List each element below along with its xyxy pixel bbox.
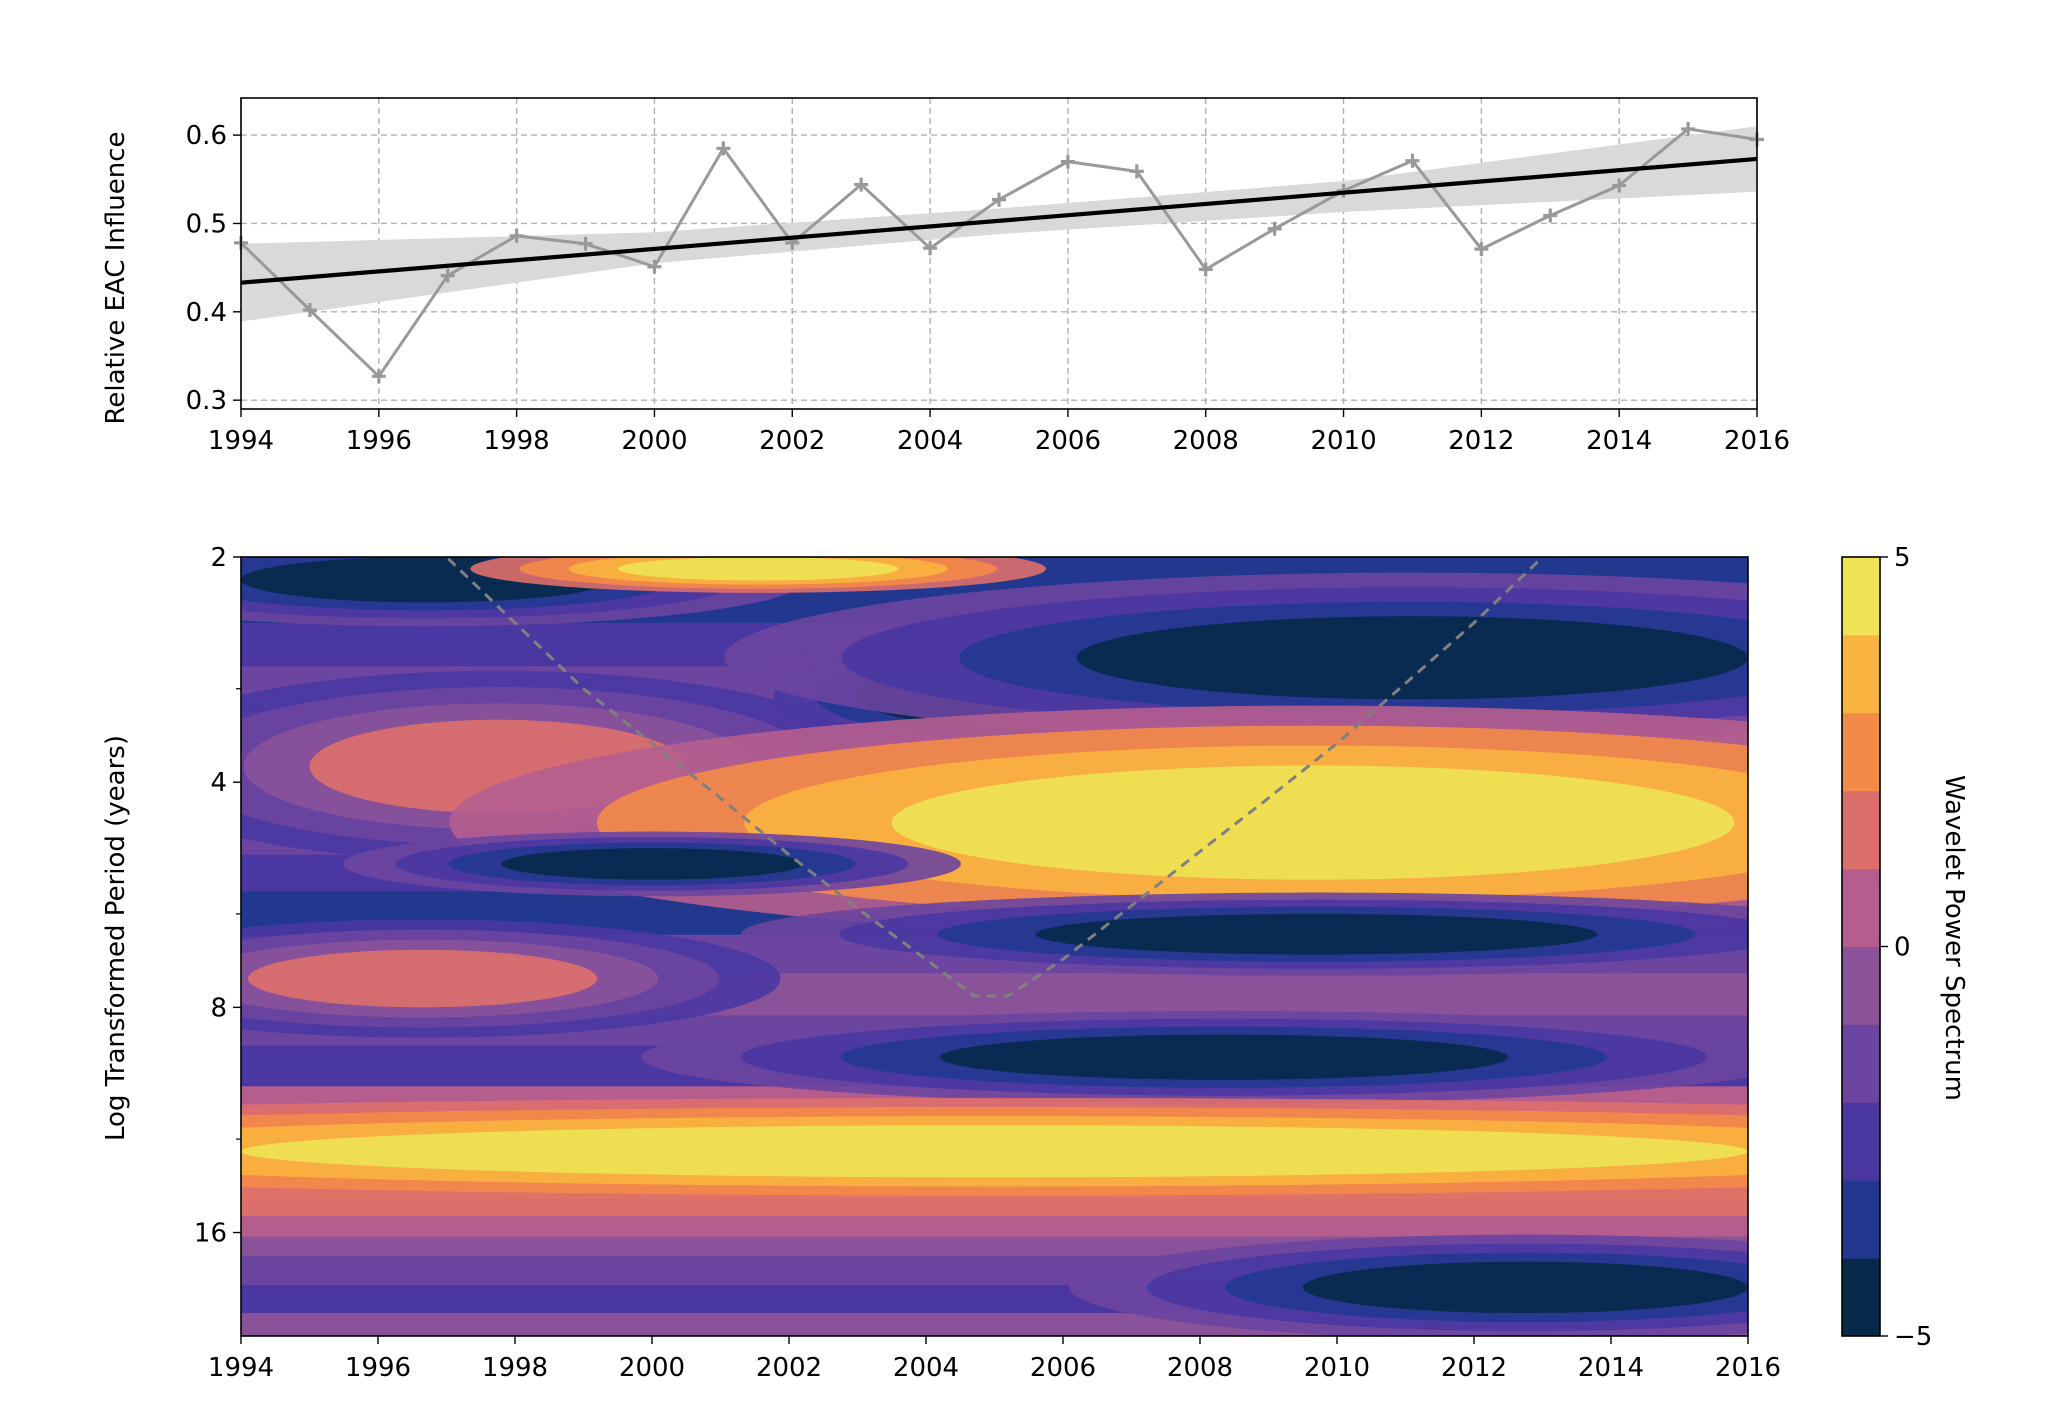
colorbar-ticks: 5 0 −5 [1880, 543, 1932, 1352]
wavelet-x-ticks: 1994 1996 1998 2000 2002 2004 2006 2008 2010 2012… [208, 1336, 1781, 1383]
wavelet-y-ticks: 2 4 8 16 [194, 543, 241, 1249]
colorbar-band [1842, 1102, 1880, 1181]
wavelet-frame [240, 556, 1749, 1337]
time-series-y-tick-label: 0.3 [186, 386, 227, 416]
observed-point [716, 141, 731, 156]
colorbar-band [1842, 868, 1880, 947]
observed-point [1129, 164, 1144, 179]
observed-point [509, 228, 524, 243]
wavelet-x-tick-label: 2008 [1167, 1353, 1233, 1383]
observed-point [1405, 153, 1420, 168]
colorbar-band [1842, 946, 1880, 1025]
trend-line-segment [240, 156, 1758, 285]
confidence-band [241, 126, 1757, 322]
observed-point [578, 236, 593, 251]
colorbar-band [1842, 712, 1880, 792]
observed-point [302, 303, 317, 318]
observed-point [440, 268, 455, 283]
confidence-band-area [241, 126, 1757, 322]
colorbar-band [1842, 634, 1880, 714]
time-series-panel: 1994 1996 1998 2000 2002 2004 2006 2008 2010 2012… [101, 97, 1790, 456]
colorbar-band [1842, 557, 1880, 636]
power-contour [501, 848, 803, 880]
time-series-x-tick-label: 2002 [759, 426, 825, 456]
time-series-y-tick-label: 0.5 [186, 209, 227, 239]
time-series-x-tick-label: 2006 [1035, 426, 1101, 456]
observed-point [923, 241, 938, 256]
power-contour [1076, 616, 1748, 700]
trend-line [240, 156, 1758, 285]
power-band [241, 1215, 1748, 1238]
time-series-y-tick-label: 0.6 [186, 121, 227, 151]
wavelet-x-tick-label: 2014 [1578, 1353, 1644, 1383]
wavelet-x-tick-label: 2006 [1030, 1353, 1096, 1383]
colorbar: 5 0 −5 Wavelet Power Spectrum [1841, 543, 1969, 1352]
wavelet-x-tick-label: 2002 [756, 1353, 822, 1383]
observed-point [1060, 154, 1075, 169]
wavelet-x-tick-label: 2010 [1304, 1353, 1370, 1383]
observed-point [1474, 242, 1489, 257]
cone-of-influence [444, 557, 1545, 998]
power-contour [1035, 913, 1598, 955]
time-series-x-tick-label: 1994 [208, 426, 274, 456]
colorbar-band [1842, 1180, 1880, 1259]
colorbar-bands [1842, 557, 1880, 1337]
wavelet-x-tick-label: 1994 [208, 1353, 274, 1383]
observed-point [647, 259, 662, 274]
power-contour [247, 949, 598, 1008]
observed-point [1612, 178, 1627, 193]
observed-point [1267, 221, 1282, 236]
wavelet-x-tick-label: 1998 [482, 1353, 548, 1383]
wavelet-power-field [241, 557, 1748, 1336]
power-contour [891, 765, 1735, 880]
time-series-x-tick-label: 1998 [484, 426, 550, 456]
colorbar-band [1842, 790, 1880, 870]
observed-point [371, 369, 386, 384]
wavelet-y-tick-label: 4 [210, 768, 227, 798]
colorbar-band [1842, 1258, 1880, 1337]
time-series-x-tick-label: 2012 [1448, 426, 1514, 456]
observed-point [1543, 208, 1558, 223]
time-series-frame [240, 97, 1758, 410]
time-series-x-tick-label: 2014 [1586, 426, 1652, 456]
wavelet-x-tick-label: 1996 [345, 1353, 411, 1383]
colorbar-band [1842, 1024, 1880, 1103]
time-series-x-tick-label: 2004 [897, 426, 963, 456]
power-contour [617, 557, 899, 581]
colorbar-tick-label: −5 [1894, 1322, 1932, 1352]
observed-point [1681, 121, 1696, 136]
time-series-x-ticks: 1994 1996 1998 2000 2002 2004 2006 2008 2010 2012… [208, 409, 1790, 456]
colorbar-tick-label: 0 [1894, 933, 1911, 963]
time-series-y-tick-label: 0.4 [186, 298, 227, 328]
power-contour [241, 1125, 1748, 1178]
wavelet-y-axis-label: Log Transformed Period (years) [101, 735, 131, 1141]
time-series-y-ticks: 0.3 0.4 0.5 0.6 [186, 121, 241, 416]
power-contour [1302, 1261, 1748, 1314]
wavelet-panel: 1994 1996 1998 2000 2002 2004 2006 2008 2010 2012… [101, 543, 1781, 1383]
colorbar-tick-label: 5 [1894, 543, 1911, 573]
time-series-x-tick-label: 2016 [1724, 426, 1790, 456]
time-series-x-tick-label: 1996 [346, 426, 412, 456]
time-series-y-axis-label: Relative EAC Influence [101, 131, 131, 424]
wavelet-x-tick-label: 2012 [1441, 1353, 1507, 1383]
observed-point [992, 192, 1006, 207]
wavelet-x-tick-label: 2004 [893, 1353, 959, 1383]
wavelet-y-tick-label: 8 [210, 993, 227, 1023]
time-series-x-tick-label: 2008 [1173, 426, 1239, 456]
time-series-x-tick-label: 2000 [621, 426, 687, 456]
cone-of-influence-line [444, 557, 1545, 998]
wavelet-y-tick-label: 16 [194, 1219, 227, 1249]
power-contour [939, 1034, 1509, 1080]
wavelet-x-tick-label: 2016 [1715, 1353, 1781, 1383]
observed-point [1198, 262, 1213, 277]
colorbar-label: Wavelet Power Spectrum [1939, 775, 1969, 1101]
observed-point [854, 177, 869, 192]
wavelet-x-tick-label: 2000 [619, 1353, 685, 1383]
time-series-x-tick-label: 2010 [1310, 426, 1376, 456]
wavelet-y-tick-label: 2 [210, 543, 227, 573]
